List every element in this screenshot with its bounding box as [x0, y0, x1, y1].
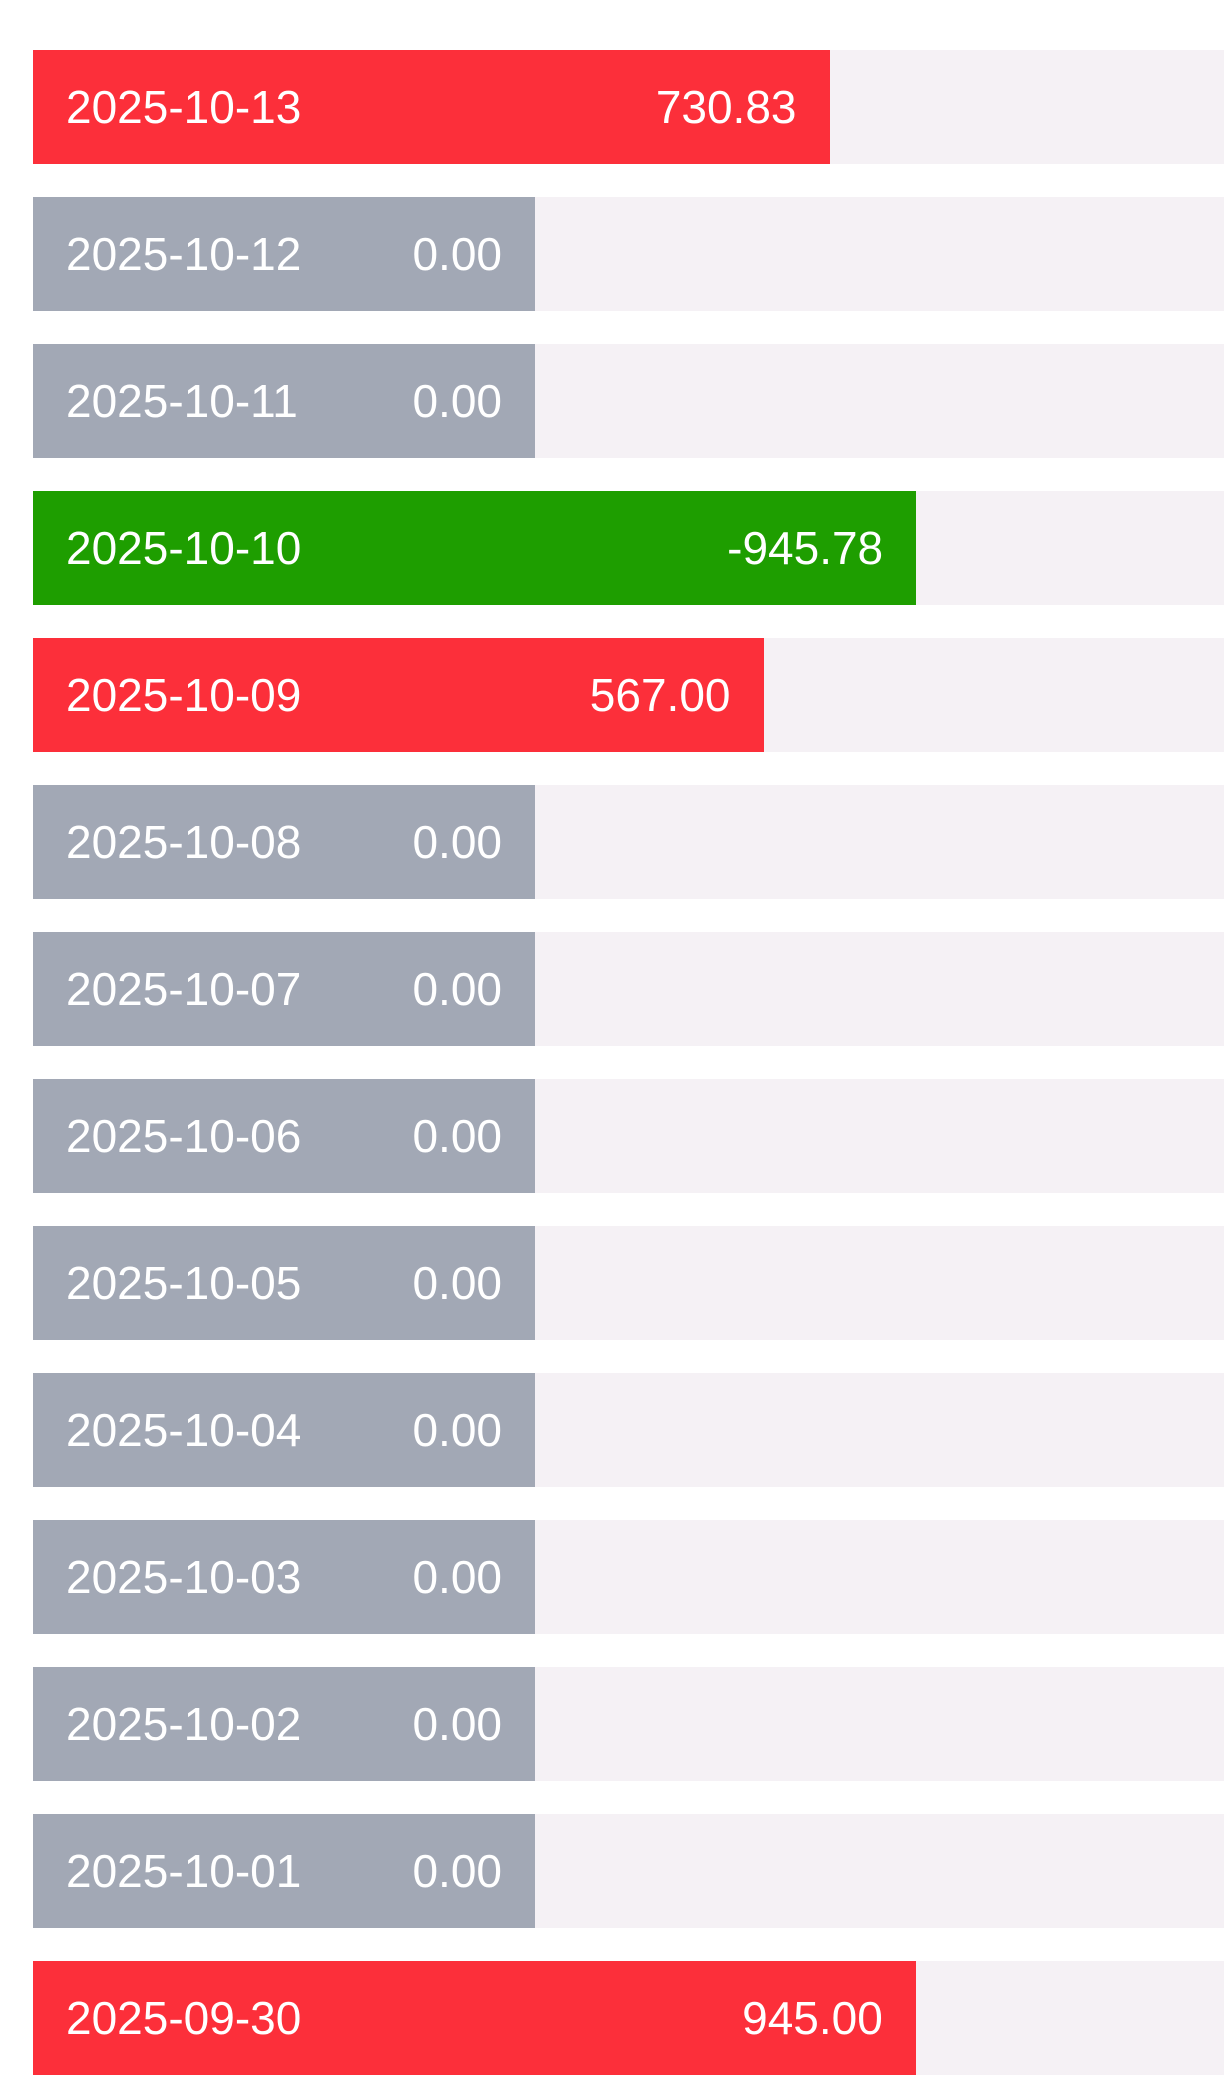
row-value: 0.00 [412, 228, 502, 280]
value-bar: 2025-10-12 0.00 [33, 197, 535, 311]
value-bar: 2025-10-03 0.00 [33, 1520, 535, 1634]
row-track: 2025-10-07 0.00 [33, 932, 1224, 1046]
row-track: 2025-10-04 0.00 [33, 1373, 1224, 1487]
row-date: 2025-10-03 [66, 1551, 302, 1603]
row-track: 2025-10-05 0.00 [33, 1226, 1224, 1340]
row-track: 2025-10-12 0.00 [33, 197, 1224, 311]
value-bar: 2025-10-05 0.00 [33, 1226, 535, 1340]
row-date: 2025-10-12 [66, 228, 302, 280]
value-bar: 2025-10-07 0.00 [33, 932, 535, 1046]
row-date: 2025-10-07 [66, 963, 302, 1015]
row-value: 0.00 [412, 1257, 502, 1309]
row-date: 2025-10-08 [66, 816, 302, 868]
row-date: 2025-09-30 [66, 1992, 302, 2044]
row-value: 730.83 [655, 81, 797, 133]
row-track: 2025-09-30 945.00 [33, 1961, 1224, 2075]
value-bar: 2025-10-10 -945.78 [33, 491, 917, 605]
row-date: 2025-10-06 [66, 1110, 302, 1162]
row-track: 2025-10-03 0.00 [33, 1520, 1224, 1634]
row-value: 567.00 [589, 669, 731, 721]
row-value: 0.00 [412, 1404, 502, 1456]
row-value: -945.78 [727, 522, 884, 574]
value-bar: 2025-10-13 730.83 [33, 50, 830, 164]
row-track: 2025-10-06 0.00 [33, 1079, 1224, 1193]
value-bar: 2025-10-01 0.00 [33, 1814, 535, 1928]
row-track: 2025-10-08 0.00 [33, 785, 1224, 899]
row-track: 2025-10-01 0.00 [33, 1814, 1224, 1928]
value-bar: 2025-10-09 567.00 [33, 638, 764, 752]
row-value: 0.00 [412, 1110, 502, 1162]
value-bar: 2025-10-04 0.00 [33, 1373, 535, 1487]
row-track: 2025-10-10 -945.78 [33, 491, 1224, 605]
row-track: 2025-10-13 730.83 [33, 50, 1224, 164]
row-value: 0.00 [412, 375, 502, 427]
row-value: 0.00 [412, 1845, 502, 1897]
value-bar: 2025-10-08 0.00 [33, 785, 535, 899]
row-track: 2025-10-02 0.00 [33, 1667, 1224, 1781]
row-date: 2025-10-05 [66, 1257, 302, 1309]
row-value: 0.00 [412, 1551, 502, 1603]
value-bar: 2025-10-02 0.00 [33, 1667, 535, 1781]
row-track: 2025-10-11 0.00 [33, 344, 1224, 458]
row-date: 2025-10-04 [66, 1404, 302, 1456]
row-value: 0.00 [412, 1698, 502, 1750]
row-value: 945.00 [742, 1992, 883, 2044]
row-date: 2025-10-13 [66, 81, 302, 133]
row-date: 2025-10-10 [66, 522, 302, 574]
row-date: 2025-10-11 [66, 375, 298, 427]
value-bar: 2025-10-06 0.00 [33, 1079, 535, 1193]
row-value: 0.00 [412, 816, 502, 868]
row-date: 2025-10-01 [66, 1845, 302, 1897]
row-value: 0.00 [412, 963, 502, 1015]
value-bar: 2025-10-11 0.00 [33, 344, 535, 458]
row-track: 2025-10-09 567.00 [33, 638, 1224, 752]
row-date: 2025-10-02 [66, 1698, 302, 1750]
value-bar: 2025-09-30 945.00 [33, 1961, 916, 2075]
row-date: 2025-10-09 [66, 669, 302, 721]
